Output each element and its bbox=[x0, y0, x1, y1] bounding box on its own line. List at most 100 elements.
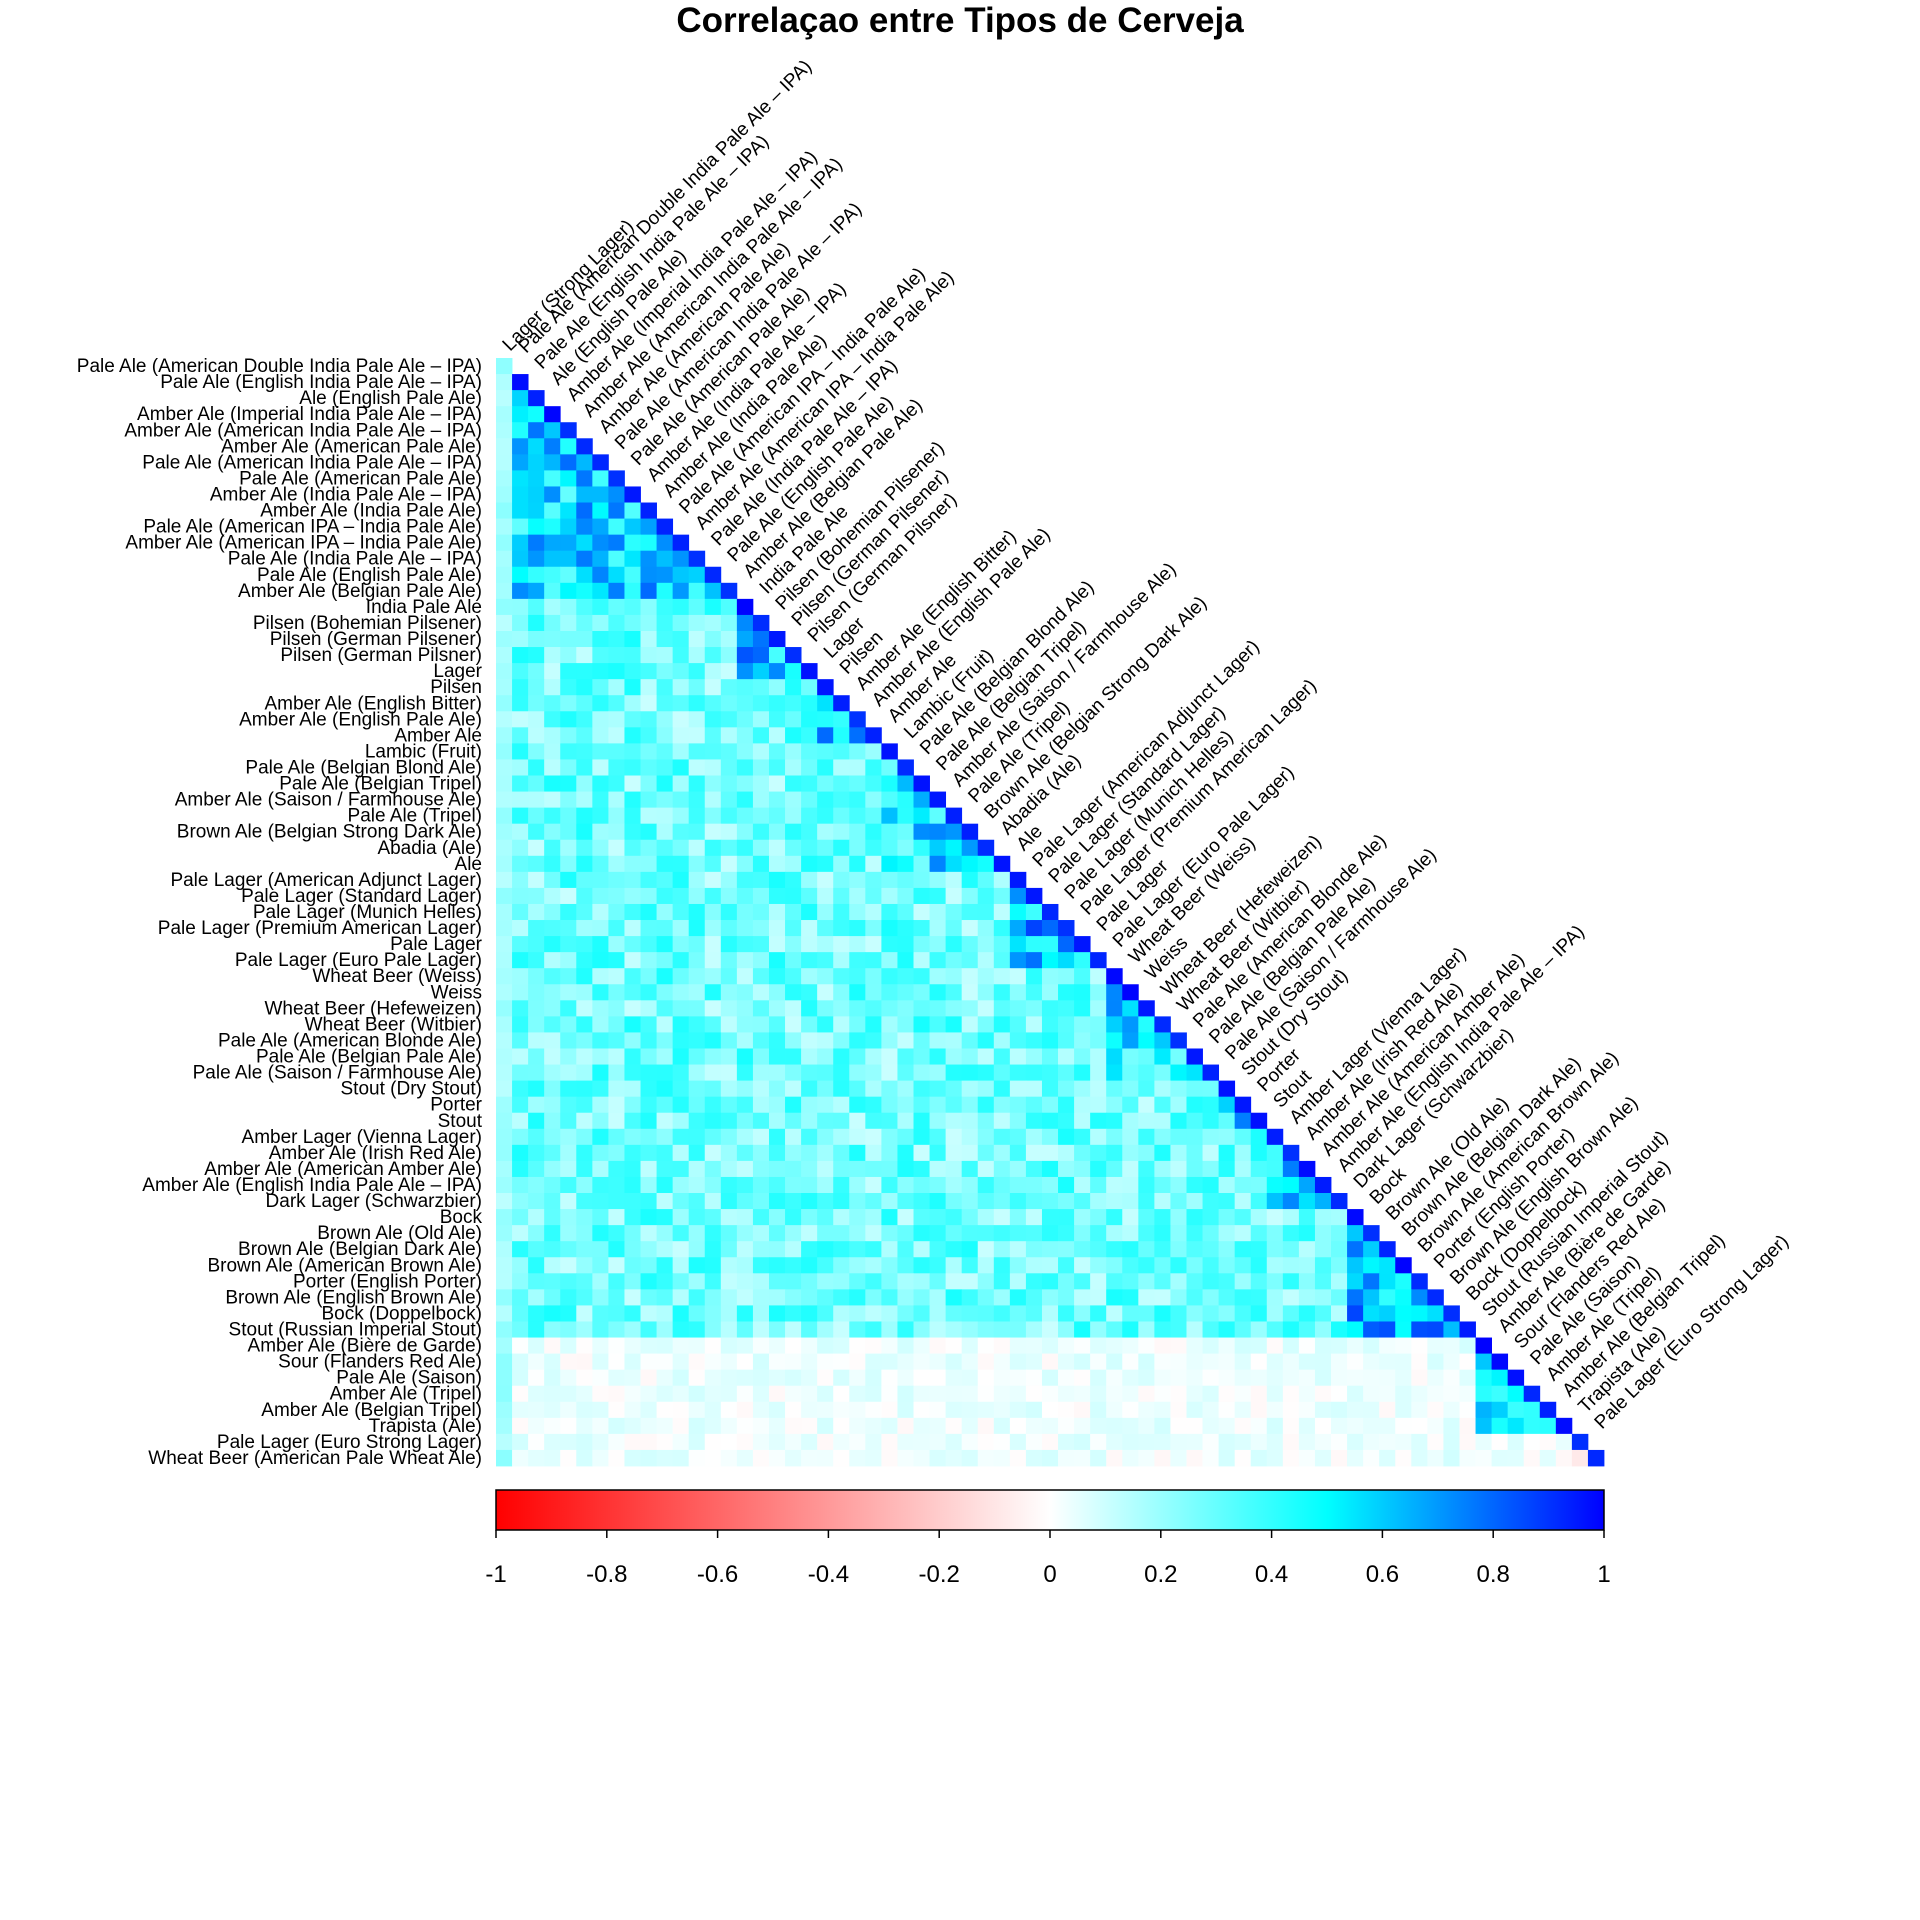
heatmap-cell bbox=[977, 887, 995, 905]
heatmap-cell bbox=[704, 936, 722, 953]
heatmap-cell bbox=[1025, 984, 1043, 1001]
heatmap-cell bbox=[1025, 1353, 1043, 1371]
heatmap-cell bbox=[688, 1080, 706, 1098]
heatmap-cell bbox=[1250, 1417, 1268, 1435]
heatmap-cell bbox=[785, 1401, 802, 1419]
row-label: Pilsen bbox=[430, 677, 482, 698]
heatmap-cell bbox=[881, 1048, 898, 1065]
heatmap-cell bbox=[1138, 1385, 1155, 1403]
heatmap-cell bbox=[1539, 1449, 1557, 1467]
heatmap-cell bbox=[688, 1048, 706, 1065]
heatmap-cell bbox=[1202, 1433, 1220, 1451]
heatmap-cell bbox=[528, 438, 545, 455]
heatmap-cell bbox=[1090, 1193, 1107, 1210]
heatmap-cell bbox=[833, 1080, 850, 1098]
heatmap-cell bbox=[512, 807, 529, 825]
heatmap-cell bbox=[817, 1241, 834, 1258]
heatmap-cell bbox=[977, 1144, 995, 1162]
heatmap-cell bbox=[576, 1353, 593, 1371]
heatmap-cell bbox=[1170, 1160, 1187, 1178]
heatmap-cell bbox=[720, 1241, 738, 1258]
heatmap-cell bbox=[688, 968, 706, 985]
heatmap-cell bbox=[592, 1144, 609, 1162]
heatmap-cell bbox=[929, 807, 947, 825]
heatmap-cell bbox=[849, 791, 866, 809]
heatmap-cell bbox=[496, 1209, 513, 1226]
heatmap-cell bbox=[768, 1369, 786, 1387]
heatmap-cell bbox=[801, 663, 818, 680]
heatmap-cell bbox=[897, 1016, 914, 1033]
heatmap-cell bbox=[512, 1096, 529, 1114]
heatmap-cell bbox=[865, 759, 882, 776]
heatmap-cell bbox=[865, 903, 882, 921]
heatmap-cell bbox=[1234, 1257, 1252, 1274]
heatmap-cell bbox=[1250, 1353, 1268, 1371]
heatmap-cell bbox=[1041, 1241, 1059, 1258]
heatmap-cell bbox=[528, 1305, 545, 1322]
heatmap-cell bbox=[913, 1449, 930, 1467]
heatmap-cell bbox=[720, 839, 738, 857]
heatmap-cell bbox=[945, 1321, 963, 1338]
heatmap-cell bbox=[801, 1128, 818, 1146]
heatmap-cell bbox=[865, 1273, 882, 1290]
row-label: Lambic (Fruit) bbox=[365, 741, 482, 762]
heatmap-cell bbox=[720, 1401, 738, 1419]
heatmap-cell bbox=[752, 855, 770, 873]
heatmap-cell bbox=[801, 1353, 818, 1371]
heatmap-cell bbox=[640, 1160, 657, 1178]
heatmap-cell bbox=[704, 1193, 722, 1210]
heatmap-cell bbox=[528, 1385, 545, 1403]
heatmap-cell bbox=[1411, 1417, 1428, 1435]
heatmap-cell bbox=[817, 743, 834, 760]
heatmap-cell bbox=[656, 1273, 674, 1290]
row-label: Amber Ale (Tripel) bbox=[330, 1384, 482, 1405]
heatmap-cell bbox=[672, 1144, 690, 1162]
heatmap-cell bbox=[881, 1321, 898, 1338]
heatmap-cell bbox=[496, 1225, 513, 1242]
heatmap-cell bbox=[1138, 1144, 1155, 1162]
heatmap-cell bbox=[640, 1241, 657, 1258]
heatmap-cell bbox=[865, 791, 882, 809]
heatmap-cell bbox=[1331, 1257, 1348, 1274]
heatmap-cell bbox=[592, 1289, 609, 1306]
heatmap-cell bbox=[993, 1193, 1011, 1210]
heatmap-cell bbox=[656, 952, 674, 969]
heatmap-cell bbox=[1347, 1225, 1364, 1242]
heatmap-cell bbox=[1009, 871, 1027, 889]
heatmap-cell bbox=[544, 1048, 561, 1065]
heatmap-cell bbox=[544, 759, 561, 776]
heatmap-cell bbox=[704, 871, 722, 889]
heatmap-cell bbox=[961, 871, 979, 889]
heatmap-cell bbox=[977, 855, 995, 873]
heatmap-cell bbox=[1170, 1032, 1187, 1049]
heatmap-cell bbox=[1314, 1193, 1332, 1210]
heatmap-cell bbox=[592, 695, 609, 712]
heatmap-cell bbox=[592, 647, 609, 664]
heatmap-cell bbox=[672, 1449, 690, 1467]
heatmap-cell bbox=[977, 1080, 995, 1098]
heatmap-cell bbox=[592, 984, 609, 1001]
heatmap-cell bbox=[1266, 1353, 1284, 1371]
heatmap-cell bbox=[961, 887, 979, 905]
heatmap-cell bbox=[736, 1433, 754, 1451]
heatmap-cell bbox=[865, 936, 882, 953]
heatmap-cell bbox=[1154, 1449, 1171, 1467]
heatmap-cell bbox=[608, 1096, 625, 1114]
heatmap-cell bbox=[624, 1160, 641, 1178]
heatmap-cell bbox=[1427, 1321, 1444, 1338]
heatmap-cell bbox=[768, 855, 786, 873]
heatmap-cell bbox=[656, 1289, 674, 1306]
heatmap-cell bbox=[736, 1401, 754, 1419]
heatmap-cell bbox=[640, 775, 657, 792]
heatmap-cell bbox=[608, 1417, 625, 1435]
heatmap-cell bbox=[624, 1064, 641, 1082]
heatmap-cell bbox=[768, 1401, 786, 1419]
heatmap-cell bbox=[817, 855, 834, 873]
heatmap-cell bbox=[736, 1369, 754, 1387]
heatmap-cell bbox=[1058, 1289, 1075, 1306]
heatmap-cell bbox=[752, 711, 770, 728]
heatmap-cell bbox=[672, 695, 690, 712]
heatmap-cell bbox=[1347, 1305, 1364, 1322]
heatmap-cell bbox=[817, 1225, 834, 1242]
heatmap-cell bbox=[977, 1016, 995, 1033]
